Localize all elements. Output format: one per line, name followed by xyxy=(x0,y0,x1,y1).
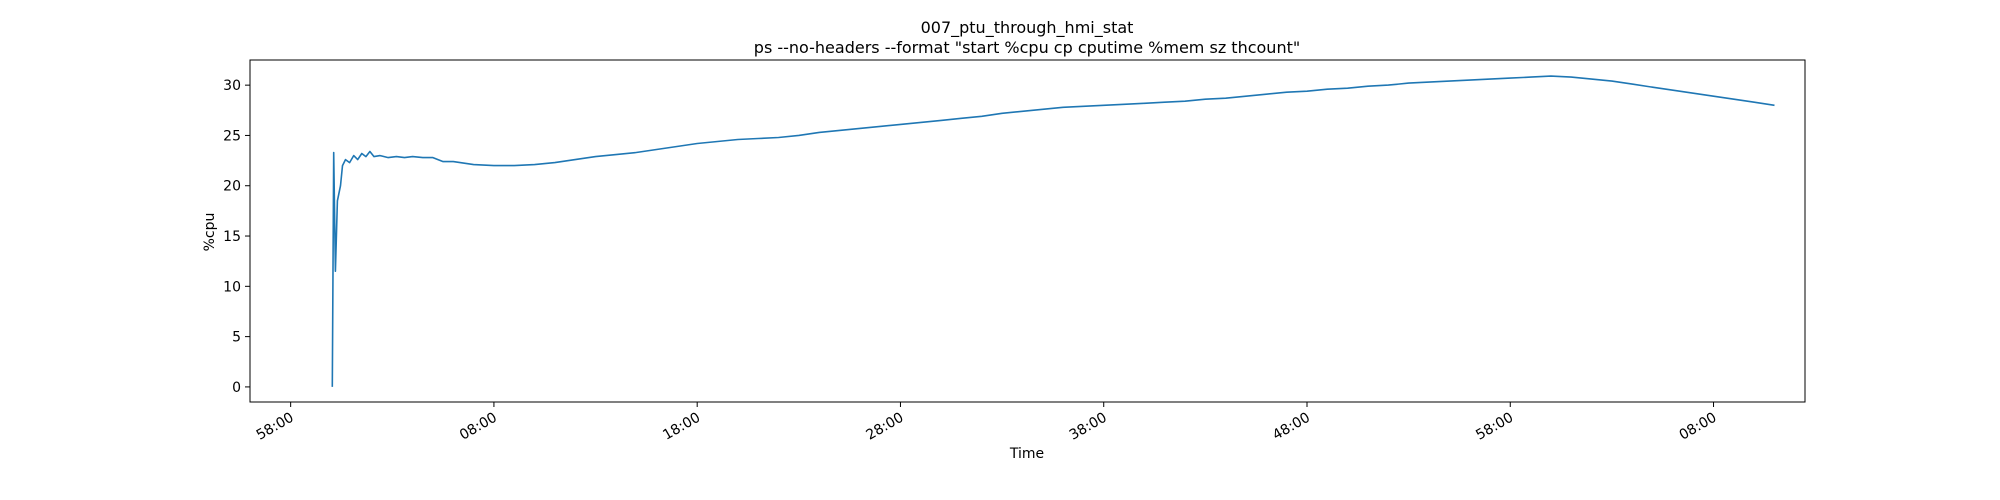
y-tick-label: 20 xyxy=(223,179,241,195)
y-tick-label: 25 xyxy=(223,128,241,144)
x-tick-label: 18:00 xyxy=(660,410,703,444)
x-axis-label: Time xyxy=(1009,446,1044,462)
x-tick-label: 08:00 xyxy=(457,410,500,444)
y-tick-label: 15 xyxy=(223,229,241,245)
series-line-0 xyxy=(331,75,1775,387)
chart-title: 007_ptu_through_hmi_stat xyxy=(921,18,1134,38)
plot-area: 0 5 10 15 20 25 30 58:00 08:00 18:00 28:00 38:00 48:… xyxy=(223,59,1806,444)
x-tick-label: 58:00 xyxy=(1473,410,1516,444)
x-tick-label: 08:00 xyxy=(1677,410,1720,444)
x-tick-label: 58:00 xyxy=(254,410,297,444)
y-tick-label: 0 xyxy=(232,380,241,396)
x-tick-label: 48:00 xyxy=(1270,410,1313,444)
y-tick-label: 30 xyxy=(223,78,241,94)
y-tick-label: 5 xyxy=(232,330,241,346)
chart-subtitle: ps --no-headers --format "start %cpu cp … xyxy=(754,38,1300,57)
x-tick-label: 38:00 xyxy=(1067,410,1110,444)
y-tick-label: 10 xyxy=(223,279,241,295)
y-axis-label: %cpu xyxy=(202,213,218,252)
x-tick-label: 28:00 xyxy=(864,410,907,444)
plot-frame xyxy=(249,59,1806,403)
